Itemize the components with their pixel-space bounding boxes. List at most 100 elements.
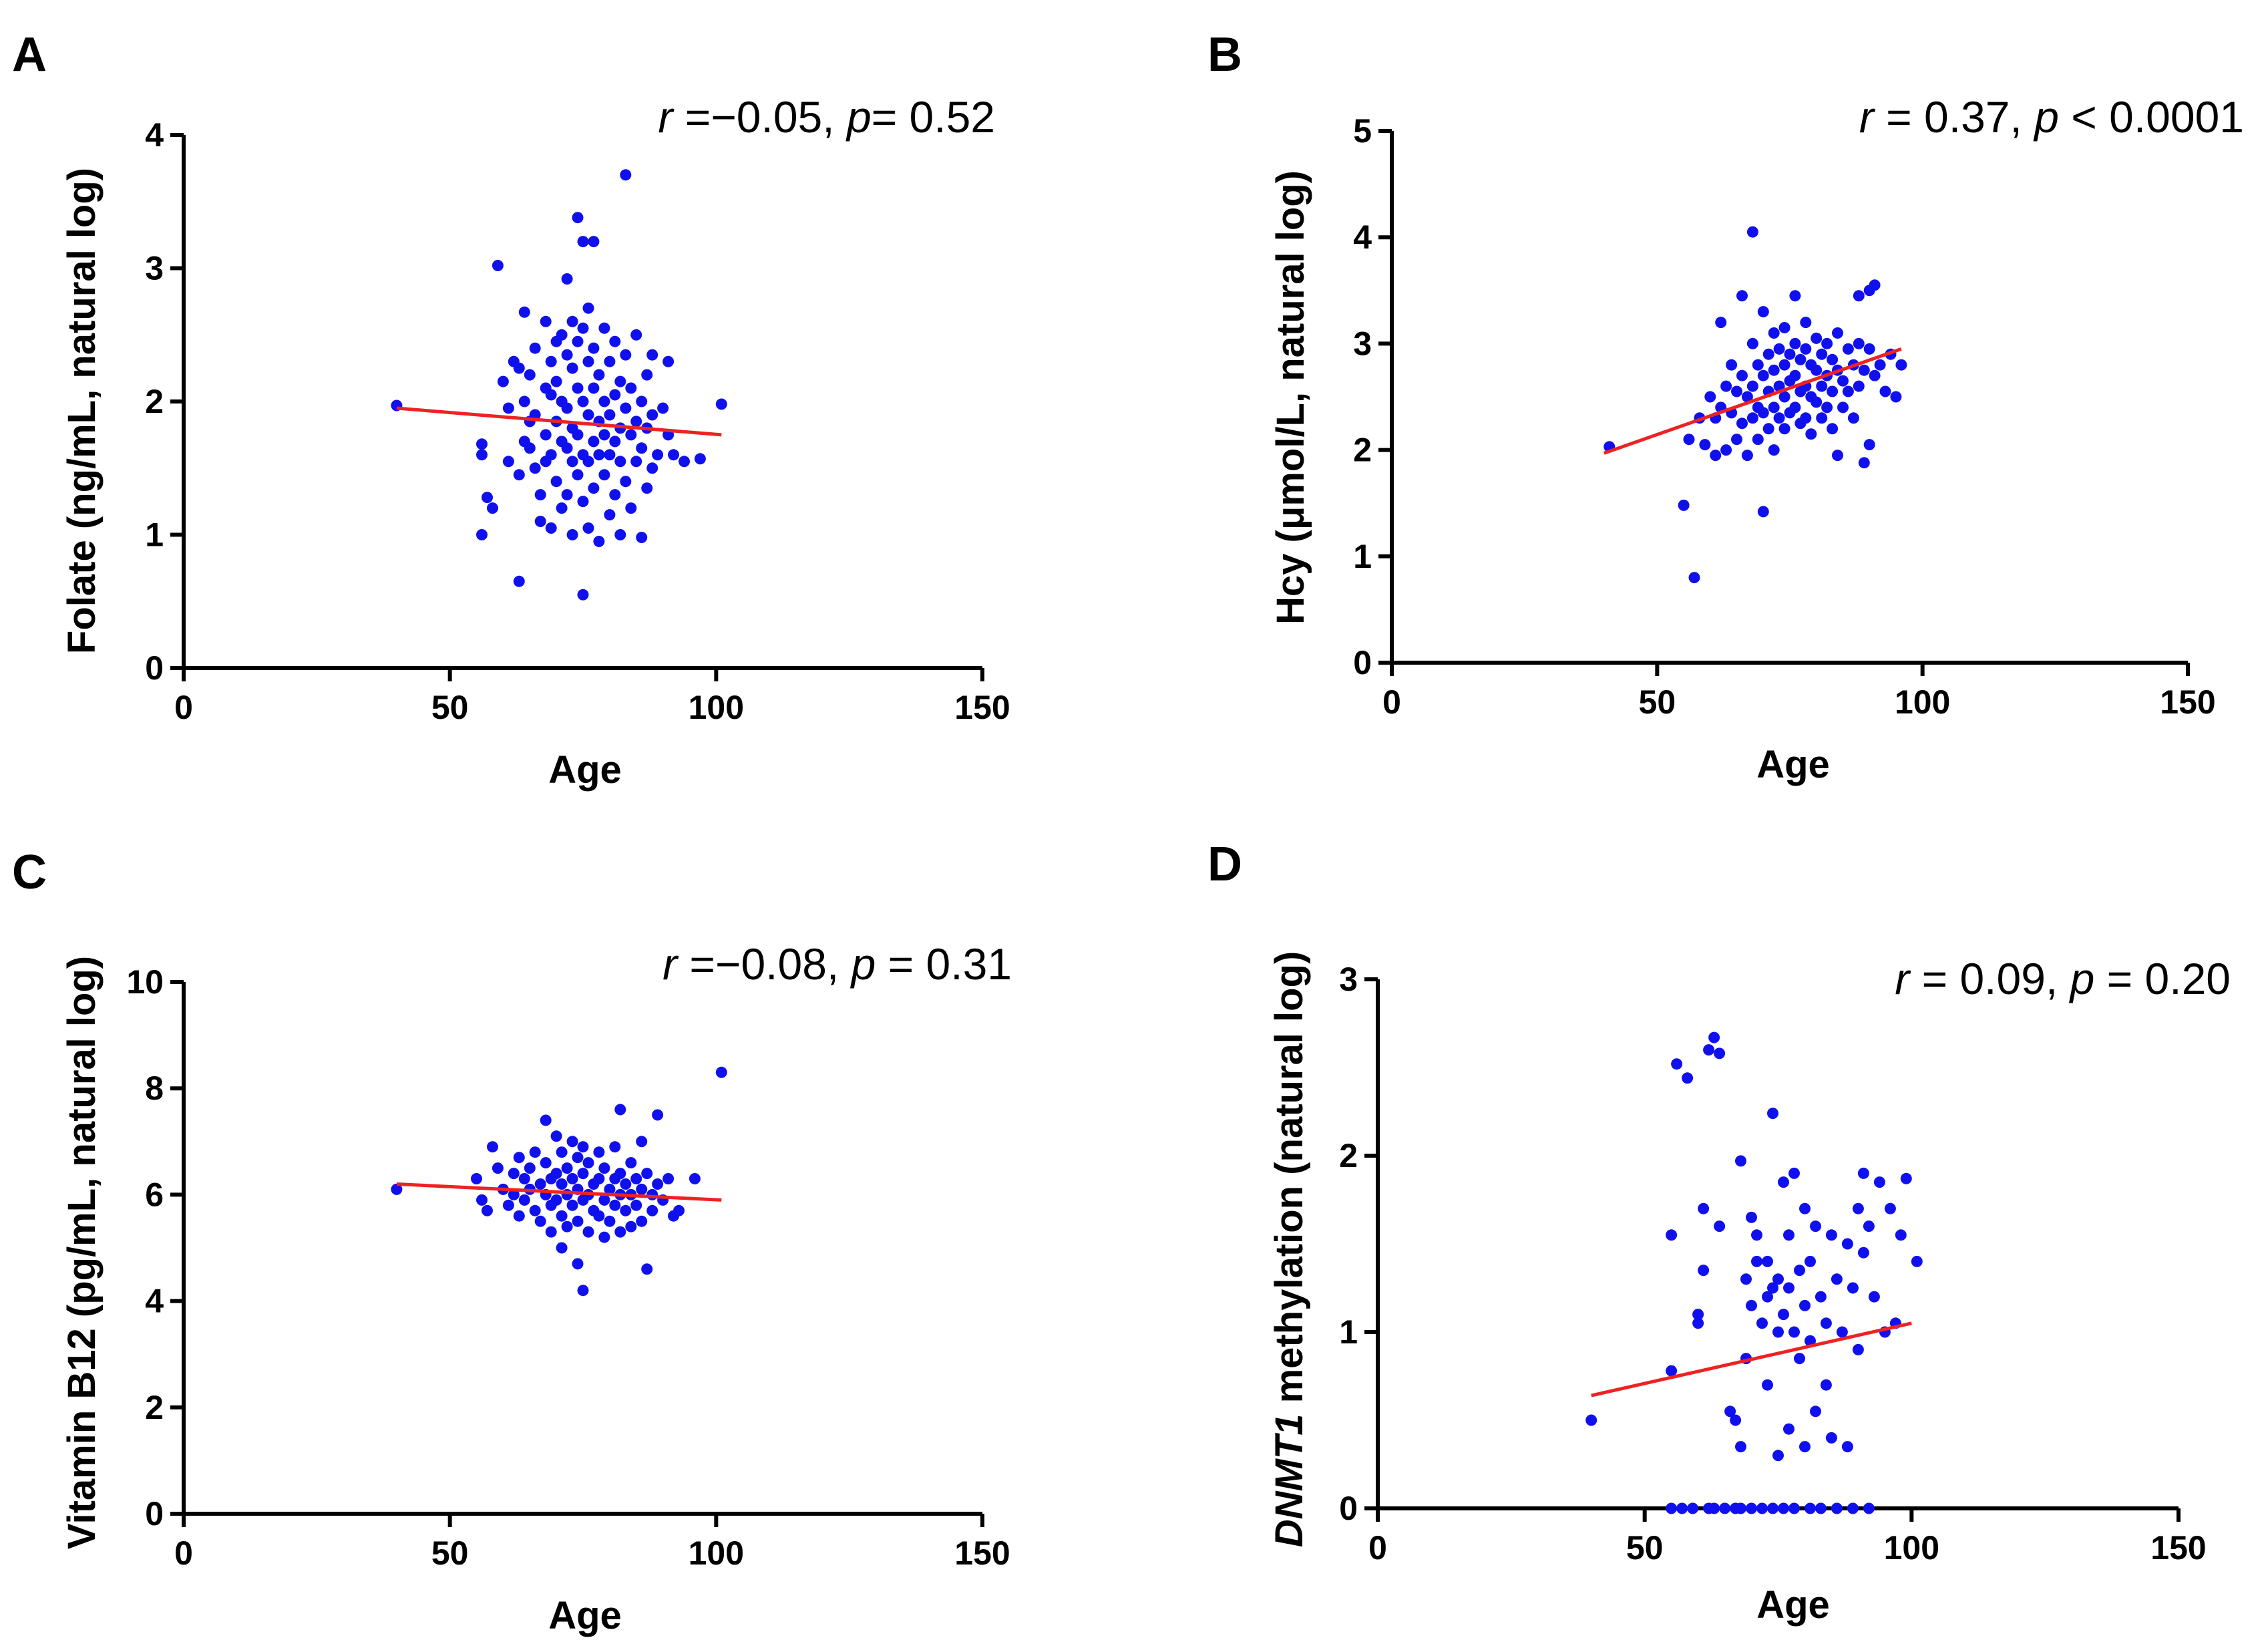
data-point bbox=[593, 1146, 605, 1158]
data-point bbox=[572, 1152, 584, 1164]
data-point bbox=[1767, 1502, 1778, 1514]
data-point bbox=[529, 1204, 541, 1216]
data-point bbox=[1735, 1441, 1746, 1453]
data-point bbox=[641, 482, 653, 494]
data-point bbox=[1746, 226, 1758, 238]
data-point bbox=[609, 335, 621, 347]
data-point bbox=[561, 349, 573, 361]
data-point bbox=[1805, 1335, 1816, 1347]
y-tick-label: 1 bbox=[145, 516, 164, 554]
data-point bbox=[556, 1178, 568, 1190]
y-axis-title-d-rest: methylation (natural log) bbox=[1268, 951, 1311, 1414]
data-point bbox=[1767, 1108, 1778, 1120]
data-point bbox=[513, 1210, 525, 1222]
x-tick-label: 0 bbox=[1368, 1529, 1387, 1567]
data-point bbox=[1704, 391, 1716, 403]
data-point bbox=[663, 1173, 675, 1184]
data-point bbox=[1811, 332, 1823, 344]
data-point bbox=[1810, 1406, 1821, 1418]
data-point bbox=[620, 476, 632, 488]
data-point bbox=[1852, 1202, 1864, 1214]
data-point bbox=[625, 1220, 637, 1232]
data-point bbox=[540, 429, 552, 441]
data-point bbox=[636, 532, 648, 543]
data-point bbox=[1827, 385, 1839, 397]
data-point bbox=[588, 436, 600, 448]
stat-p-label-a: p bbox=[845, 92, 872, 142]
data-point bbox=[1683, 434, 1695, 446]
data-point bbox=[1676, 1502, 1688, 1514]
data-point bbox=[1868, 1291, 1880, 1303]
data-point bbox=[625, 429, 637, 441]
y-axis-title-c: Vitamin B12 (pg/mL, natural log) bbox=[60, 956, 104, 1549]
data-point bbox=[1768, 401, 1780, 414]
data-point bbox=[1768, 444, 1780, 456]
data-point bbox=[391, 1183, 403, 1195]
data-point bbox=[620, 1204, 632, 1216]
data-point bbox=[561, 402, 573, 414]
data-point bbox=[582, 409, 594, 421]
data-point bbox=[1821, 337, 1833, 349]
x-tick-label: 0 bbox=[174, 689, 193, 726]
y-tick-label: 4 bbox=[1353, 218, 1372, 256]
data-point bbox=[524, 369, 536, 381]
y-tick-label: 2 bbox=[145, 1389, 164, 1426]
data-point bbox=[540, 1114, 552, 1126]
data-point bbox=[652, 1109, 664, 1121]
panel-letter-b: B bbox=[1207, 28, 1242, 81]
data-point bbox=[1720, 380, 1732, 392]
data-point bbox=[1746, 1299, 1757, 1311]
data-point bbox=[1789, 290, 1801, 302]
data-point bbox=[534, 1178, 546, 1190]
data-point bbox=[1698, 1202, 1710, 1214]
data-point bbox=[604, 509, 616, 521]
data-point bbox=[1741, 450, 1753, 462]
data-point bbox=[668, 449, 679, 461]
data-point bbox=[1666, 1229, 1678, 1241]
data-point bbox=[508, 1168, 520, 1180]
data-point bbox=[577, 236, 589, 248]
y-axis-title-d-gene: DNMT1 bbox=[1268, 1414, 1311, 1548]
data-point bbox=[1811, 364, 1823, 376]
data-point bbox=[1752, 434, 1764, 446]
data-point bbox=[598, 1194, 610, 1206]
data-point bbox=[1784, 348, 1796, 360]
data-point bbox=[1847, 412, 1859, 424]
data-point bbox=[1735, 1502, 1746, 1514]
data-point bbox=[609, 436, 621, 448]
data-point bbox=[630, 329, 642, 341]
data-point bbox=[1858, 457, 1870, 469]
x-tick-label: 50 bbox=[431, 689, 469, 726]
data-point bbox=[1762, 1291, 1773, 1303]
data-point bbox=[1710, 450, 1722, 462]
data-point bbox=[550, 476, 562, 488]
data-point bbox=[561, 273, 573, 285]
data-point bbox=[529, 1146, 541, 1158]
data-point bbox=[1815, 1502, 1827, 1514]
y-tick-label: 10 bbox=[126, 963, 164, 1001]
x-tick-label: 0 bbox=[174, 1534, 193, 1572]
panel-letter-a: A bbox=[12, 28, 47, 81]
data-point bbox=[572, 212, 584, 224]
data-point bbox=[625, 502, 637, 514]
data-point bbox=[1847, 1282, 1859, 1294]
data-point bbox=[646, 462, 658, 474]
data-point bbox=[715, 398, 727, 410]
data-point bbox=[492, 1162, 504, 1174]
data-point bbox=[518, 1194, 530, 1206]
data-point bbox=[604, 1215, 616, 1227]
data-point bbox=[1827, 353, 1839, 365]
data-point bbox=[1800, 412, 1812, 424]
y-tick-label: 8 bbox=[145, 1069, 164, 1107]
data-point bbox=[679, 456, 690, 468]
data-point bbox=[476, 438, 488, 450]
data-point bbox=[1772, 1450, 1784, 1462]
data-point bbox=[1715, 317, 1727, 329]
data-point bbox=[636, 1136, 648, 1148]
y-axis-title-b: Hcy (μmol/L, natural log) bbox=[1269, 170, 1312, 625]
x-tick-label: 150 bbox=[2150, 1529, 2206, 1567]
data-point bbox=[1863, 1220, 1875, 1232]
data-point bbox=[482, 1204, 493, 1216]
data-point bbox=[620, 169, 632, 181]
data-point bbox=[513, 1152, 525, 1164]
